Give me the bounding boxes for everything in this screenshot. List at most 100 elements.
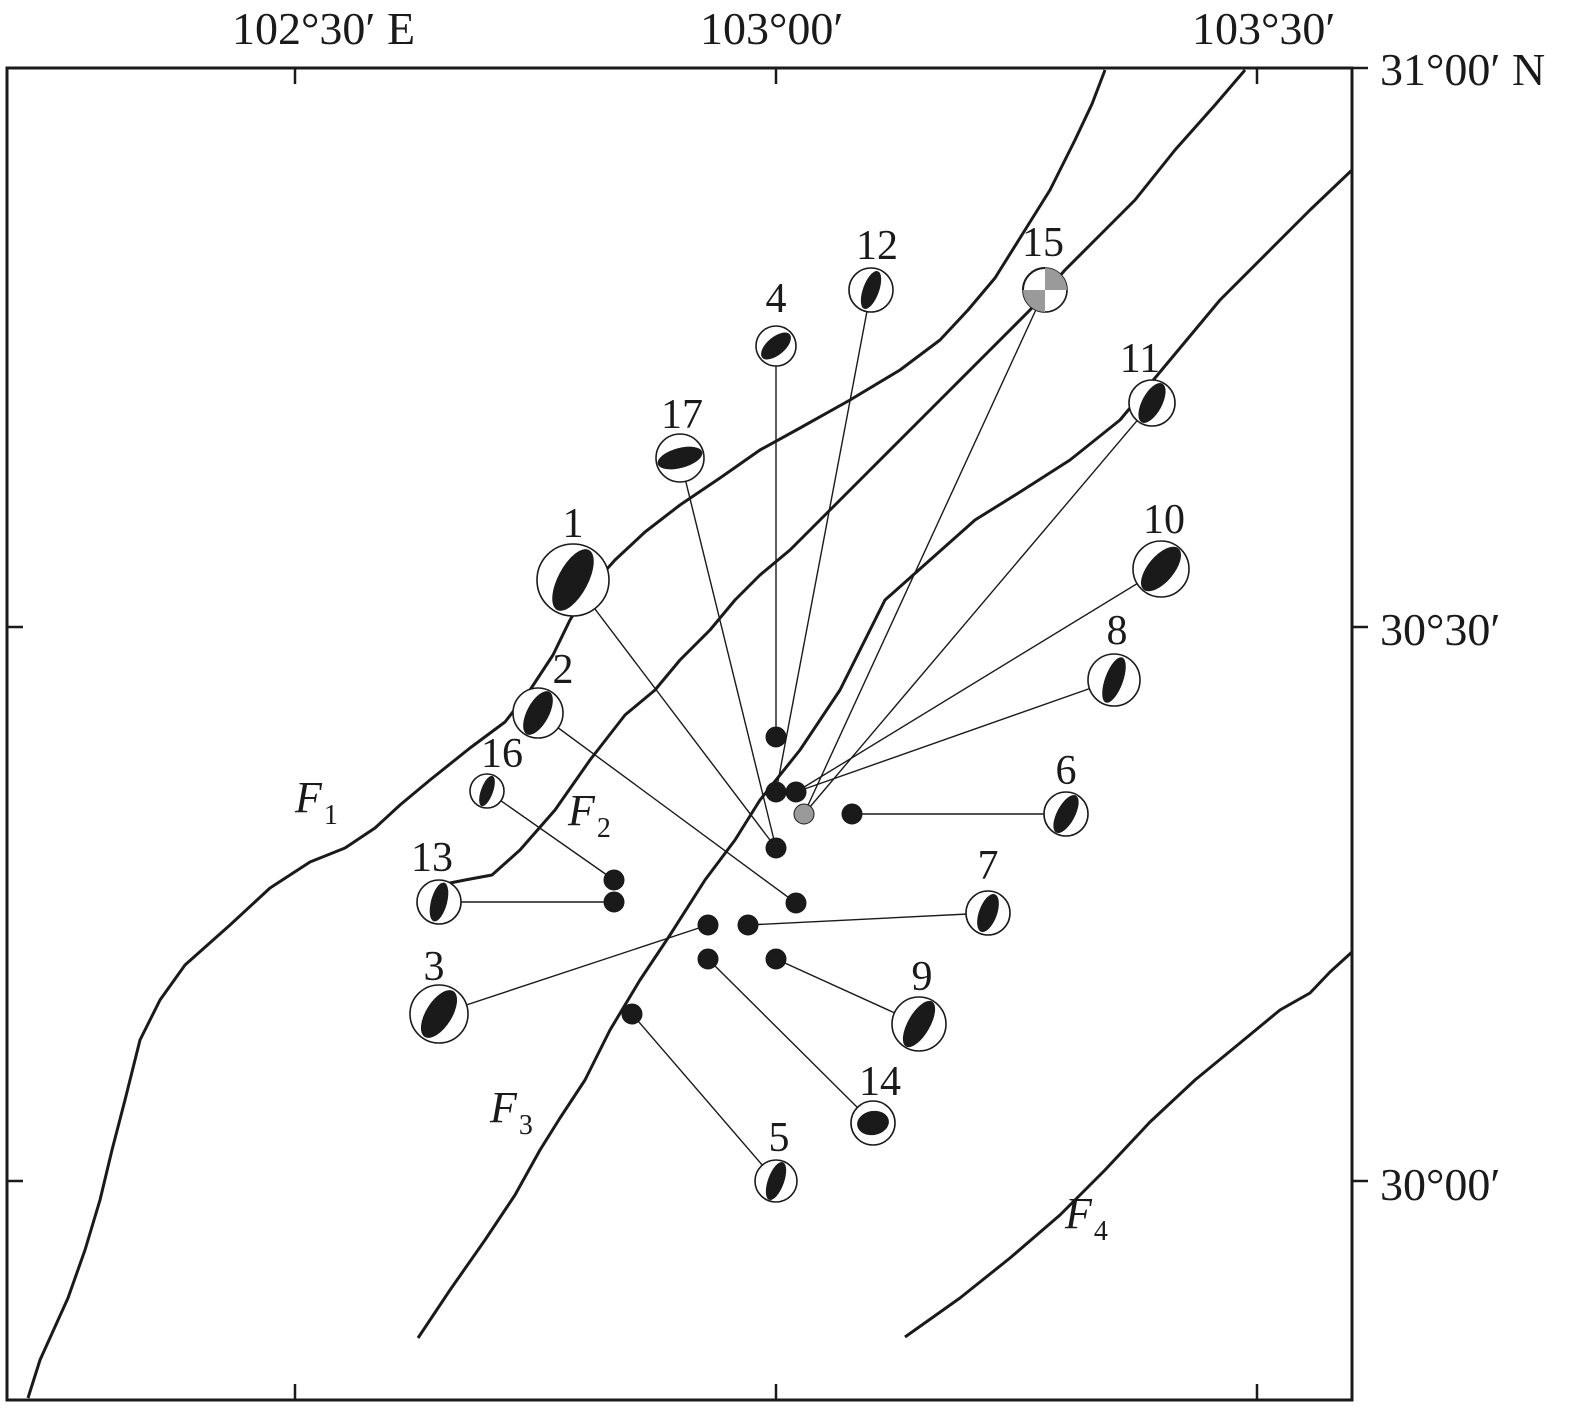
fault-label-f3: F3 [489,1083,533,1141]
beachball-icon [755,325,797,367]
fault-line-f4 [904,950,1354,1339]
event-label: 6 [1056,748,1077,794]
beachball-icon [409,984,469,1044]
beachball-icon [891,996,947,1052]
event-label: 13 [411,835,453,881]
fault-label-f2: F2 [567,786,611,844]
beachball-icon [1087,653,1141,707]
event-label: 5 [769,1115,790,1161]
beachball-compression [1138,383,1166,423]
connector-line [775,289,872,793]
beachball-icon [754,1159,798,1203]
beachball-icon [469,773,505,809]
event-label: 15 [1022,220,1064,266]
beachball-icon [848,267,894,313]
epicenter-dot [785,781,807,803]
event-label: 11 [1120,336,1160,382]
epicenter-dot [841,803,863,825]
event-label: 12 [856,223,898,269]
connector-line [438,924,709,1015]
epicenter-dot [603,869,625,891]
connector-line [679,457,777,849]
event-label: 14 [859,1059,901,1105]
epicenter-dot [793,803,815,825]
fault-line-f3 [416,168,1354,1339]
beachball-compression [523,691,553,735]
lon-label-103-30: 103°30′ [1192,3,1335,54]
event-label: 4 [766,276,787,322]
beachball-compression [1140,546,1182,592]
beachball-compression [1102,657,1126,703]
epicenter-dot [697,948,719,970]
event-label: 1 [563,501,584,547]
epicenter-dot [765,948,787,970]
lat-label-31-00: 31°00′ N [1380,44,1545,95]
event-label: 16 [481,731,523,777]
connector-line [631,1013,777,1182]
beachball-icon [1132,540,1190,598]
beachball-icon [1043,791,1089,837]
beachball-compression [552,549,594,611]
connector-line [747,912,989,926]
beachball-icon [655,433,705,483]
event-label: 2 [553,647,574,693]
beachball-icon [1022,267,1068,313]
fault-line-f2 [439,69,1247,887]
connector-line [803,289,1046,815]
focal-mechanisms [409,267,1190,1203]
beachball-icon [850,1100,896,1146]
beachball-compression [902,1000,936,1048]
beachball-arc [1022,267,1046,291]
connector-lines [438,289,1162,1182]
epicenter-dot [765,781,787,803]
event-label: 8 [1107,608,1128,654]
beachball-compression [479,775,495,807]
epicenter-dot [765,837,787,859]
beachball-compression [765,1162,787,1200]
connector-line [486,790,615,881]
connector-line [795,679,1115,793]
connector-line [803,402,1153,815]
lon-label-102-30: 102°30′ E [232,3,415,54]
event-label: 3 [424,944,445,990]
lat-label-30-30: 30°30′ [1380,604,1500,655]
beachball-icon [536,543,610,617]
beachball-compression [657,446,703,470]
beachball-compression [1053,794,1079,834]
epicenters [603,726,863,1025]
epicenter-dot [785,892,807,914]
event-label: 9 [912,954,933,1000]
lat-label-30-00: 30°00′ [1380,1159,1500,1210]
lon-label-103-00: 103°00′ [700,3,843,54]
event-label: 7 [978,843,999,889]
beachball-compression [860,271,882,309]
beachball-compression [761,332,791,360]
event-label: 10 [1143,497,1185,543]
epicenter-dot [737,914,759,936]
beachball-icon [416,879,462,925]
beachball-icon [512,687,564,739]
connector-line [572,579,777,849]
connector-line [707,958,874,1124]
fault-label-f1: F1 [294,773,338,831]
beachball-icon [1128,379,1176,427]
connector-line [537,712,797,904]
connector-line [795,568,1162,793]
beachball-compression [857,1110,889,1136]
beachball-compression [977,893,999,933]
beachball-quadrant [1023,290,1045,312]
beachball-icon [965,890,1011,936]
epicenter-dot [765,726,787,748]
tick-marks [7,66,1368,1400]
beachball-quadrant [1045,268,1067,290]
beachball-compression [420,990,458,1038]
event-label: 17 [661,392,703,438]
epicenter-dot [621,1003,643,1025]
beachball-compression [429,882,449,922]
map-frame [5,66,1354,1402]
epicenter-dot [697,914,719,936]
fault-label-f4: F4 [1064,1189,1108,1247]
epicenter-dot [603,891,625,913]
